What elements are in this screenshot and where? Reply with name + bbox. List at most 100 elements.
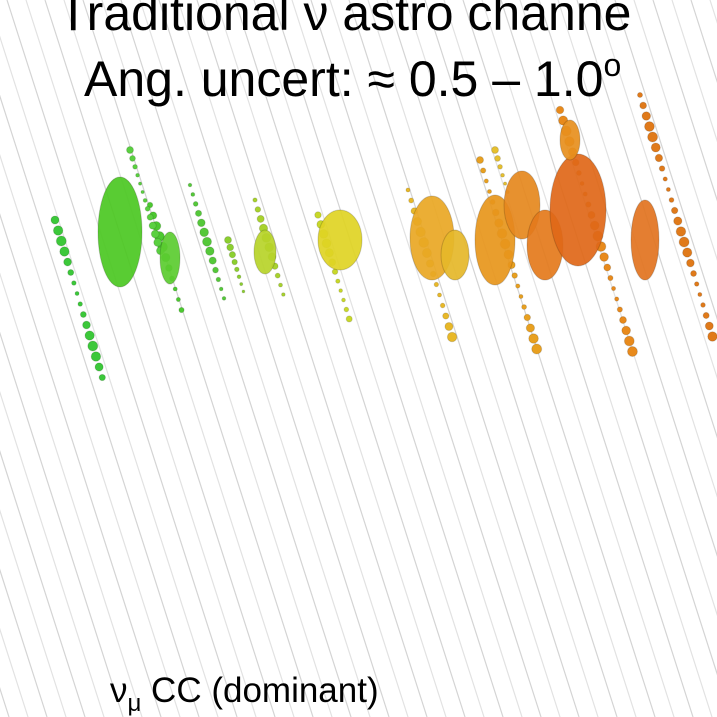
string (0, 509, 67, 717)
hit (345, 315, 353, 323)
hit (221, 296, 227, 301)
hit (50, 215, 60, 225)
hit (187, 182, 193, 188)
degree-superscript: o (603, 47, 621, 83)
string (652, 0, 717, 202)
string (196, 0, 428, 717)
hit (636, 91, 644, 99)
hit (226, 243, 235, 252)
hit (647, 131, 659, 143)
hit (132, 163, 138, 170)
hit (497, 163, 503, 170)
hit (281, 292, 286, 297)
string (63, 0, 295, 717)
string (120, 0, 352, 717)
hit (338, 288, 344, 293)
hit (202, 236, 213, 247)
hit (126, 146, 134, 154)
hit (84, 330, 95, 341)
hit (254, 206, 262, 213)
hit (199, 227, 210, 238)
hit (343, 306, 350, 313)
string (0, 568, 48, 717)
hit (693, 281, 700, 287)
string (101, 0, 333, 717)
string (177, 0, 409, 717)
string (0, 213, 162, 717)
hit (502, 181, 508, 186)
hit (178, 306, 185, 314)
hit (662, 176, 668, 182)
hit (702, 311, 710, 320)
hit (518, 293, 524, 300)
string (25, 0, 257, 717)
hit (252, 197, 258, 203)
hit (67, 268, 75, 277)
string (44, 0, 276, 717)
string (424, 0, 656, 717)
hit (79, 311, 87, 318)
hit (175, 296, 181, 303)
hit (616, 306, 623, 313)
string (576, 0, 717, 439)
hit (215, 276, 222, 283)
hit (686, 258, 695, 268)
string (538, 0, 717, 557)
string (272, 0, 504, 717)
hit (52, 225, 64, 236)
hit (190, 192, 196, 197)
string (500, 0, 717, 676)
string (367, 0, 599, 717)
hit (439, 302, 446, 309)
hit (74, 290, 80, 297)
hit (231, 258, 238, 266)
hit (525, 323, 536, 333)
hit (405, 187, 411, 193)
hit (668, 197, 675, 203)
hit (55, 235, 67, 247)
string (633, 0, 717, 261)
hit (140, 189, 145, 195)
string (595, 0, 717, 380)
hit (172, 286, 178, 292)
hit (274, 272, 281, 279)
hit (483, 178, 489, 184)
hit (341, 297, 346, 303)
hit (697, 291, 703, 298)
hit (142, 197, 148, 203)
hit (408, 197, 415, 204)
string (614, 0, 717, 320)
hit (77, 301, 83, 307)
hit (704, 321, 714, 331)
hit (654, 153, 664, 163)
hit (194, 209, 203, 217)
string (0, 331, 124, 717)
hit (196, 218, 206, 228)
hit (610, 285, 617, 292)
hit (650, 142, 661, 153)
charge-blob (474, 194, 516, 286)
charge-blob (559, 119, 581, 161)
hit (239, 282, 244, 287)
charge-blob (440, 229, 470, 281)
hit-clusters (50, 91, 717, 382)
hit (670, 206, 679, 215)
hit (433, 281, 440, 288)
event-label: νμ CC (dominant) (110, 671, 379, 717)
hit (153, 237, 163, 247)
slide-title: Traditional ν astro channe (58, 0, 631, 41)
hit (87, 340, 99, 352)
string (215, 0, 447, 717)
hit (59, 246, 70, 257)
hit (148, 221, 157, 230)
string (0, 35, 219, 717)
hit (475, 155, 485, 165)
hit (599, 252, 609, 262)
hit (480, 167, 487, 174)
string (0, 390, 105, 717)
hit (90, 351, 102, 362)
hit (137, 181, 143, 186)
hit (515, 283, 521, 289)
hit (335, 278, 341, 284)
